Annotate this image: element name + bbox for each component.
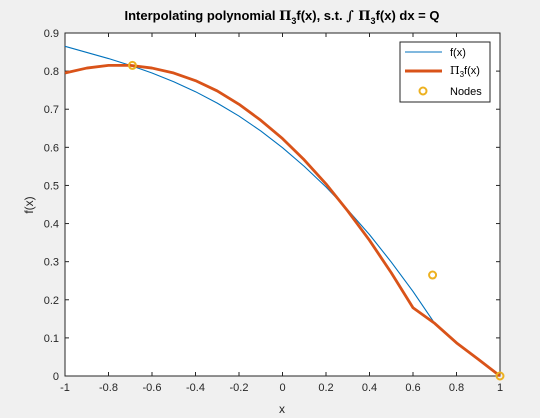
y-tick-label: 0.4	[44, 219, 59, 231]
nodes-layer	[127, 60, 505, 381]
y-tick-label: 0.1	[44, 333, 59, 345]
node-marker	[428, 270, 438, 280]
legend-pi-label: Π3f(x)	[450, 64, 480, 79]
x-tick-label: 0	[279, 382, 285, 394]
legend-f-label: f(x)	[450, 47, 466, 59]
legend-nodes-marker	[418, 86, 428, 96]
series-layer	[64, 45, 501, 378]
y-tick-label: 0	[53, 371, 59, 383]
node-marker	[127, 60, 137, 70]
legend: f(x) Π3f(x) Nodes	[399, 41, 491, 103]
y-tick-label: 0.7	[44, 104, 59, 116]
y-tick-label: 0.8	[44, 66, 59, 78]
x-tick-label: -0.6	[143, 382, 162, 394]
legend-nodes-label: Nodes	[450, 86, 482, 98]
x-tick-labels: -1 -0.8 -0.6 -0.4 -0.2 0 0.2 0.4 0.6 0.8 1	[60, 382, 503, 394]
y-tick-labels: 0 0.1 0.2 0.3 0.4 0.5 0.6 0.7 0.8 0.9	[44, 28, 59, 383]
series-pi3-line	[64, 63, 501, 378]
series-f-line	[64, 45, 501, 377]
node-marker	[495, 371, 505, 381]
y-tick-label: 0.2	[44, 295, 59, 307]
x-tick-label: 0.8	[449, 382, 464, 394]
x-tick-label: -0.4	[186, 382, 205, 394]
y-tick-label: 0.9	[44, 28, 59, 40]
x-axis-label: x	[279, 402, 285, 416]
chart-title: Interpolating polynomial Π3f(x), s.t. ∫ …	[125, 8, 440, 26]
y-axis-label: f(x)	[22, 196, 36, 213]
x-tick-label: -0.2	[230, 382, 249, 394]
x-tick-label: -1	[60, 382, 70, 394]
x-tick-label: -0.8	[99, 382, 118, 394]
y-tick-label: 0.3	[44, 257, 59, 269]
y-tick-label: 0.6	[44, 142, 59, 154]
x-tick-label: 0.2	[318, 382, 333, 394]
x-tick-label: 0.6	[405, 382, 420, 394]
x-tick-label: 0.4	[362, 382, 377, 394]
y-tick-label: 0.5	[44, 180, 59, 192]
x-tick-label: 1	[497, 382, 503, 394]
